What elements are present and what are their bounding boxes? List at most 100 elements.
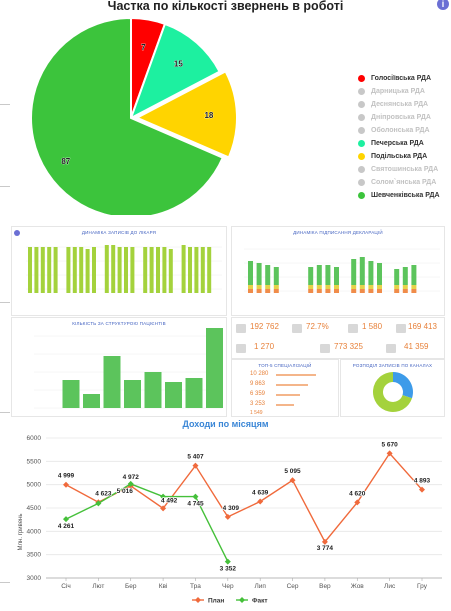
- legend-item[interactable]: Голосіївська РДА: [358, 72, 440, 85]
- mini-bar: [79, 247, 84, 293]
- mini-bar: [308, 289, 314, 293]
- mini-bar: [165, 382, 182, 408]
- pie-legend: Голосіївська РДА Дарницька РДА Деснянська …: [358, 72, 440, 202]
- pie-slice-label: 87: [61, 157, 70, 166]
- line-chart: 3000 3500 4000 4500 5000 5500 6000 Січ Лют Бер Кв…: [18, 435, 442, 605]
- panel-title: ТОП-5 СПЕЦІАЛІЗАЦІЙ: [258, 363, 312, 368]
- legend-item[interactable]: Шевченківська РДА: [358, 189, 440, 202]
- legend-item[interactable]: Святошинська РДА: [358, 163, 440, 176]
- kpi-icon: [236, 324, 246, 333]
- mini-bar: [402, 289, 408, 293]
- legend-item[interactable]: Подільська РДА: [358, 150, 440, 163]
- kpi-value: 192 762: [250, 322, 279, 331]
- mini-bar: [117, 247, 122, 293]
- data-point: [160, 505, 167, 512]
- info-icon[interactable]: i: [437, 0, 449, 10]
- x-tick-label: Сер: [287, 583, 299, 590]
- mini-bar: [368, 289, 374, 293]
- mini-bar: [28, 247, 32, 293]
- data-label: 4 745: [187, 501, 204, 508]
- mini-bar: [248, 289, 253, 293]
- data-point: [160, 493, 167, 500]
- mini-bar: [200, 247, 205, 293]
- mini-bar: [248, 285, 253, 289]
- mini-bar: [377, 289, 382, 293]
- legend-label: Голосіївська РДА: [371, 75, 432, 82]
- mini-bar: [411, 265, 417, 285]
- series-line: [65, 483, 229, 562]
- mini-bar: [124, 247, 128, 293]
- info-icon[interactable]: [14, 230, 20, 236]
- legend-item[interactable]: Дніпровська РДА: [358, 111, 440, 124]
- legend-item[interactable]: Деснянська РДА: [358, 98, 440, 111]
- mini-bar: [325, 265, 331, 285]
- mini-bar: [248, 261, 253, 285]
- data-label: 5 095: [284, 468, 301, 475]
- legend-dot-icon: [358, 88, 365, 95]
- panel-title: ДИНАМІКА ЗАПИСІВ ДО ЛІКАРЯ: [81, 230, 157, 235]
- mini-bar: [62, 380, 80, 408]
- y-axis-label: Млн. гривень: [18, 514, 24, 551]
- pie-slice: [129, 22, 221, 121]
- mini-bar: [143, 247, 148, 293]
- mini-bar: [334, 285, 339, 289]
- data-point: [224, 558, 231, 565]
- data-label: 4 999: [58, 473, 75, 480]
- mini-bar: [377, 285, 382, 289]
- data-point: [63, 516, 69, 523]
- data-label: 4 261: [58, 523, 75, 530]
- top5-value: 9 863: [250, 381, 266, 387]
- data-point: [257, 498, 264, 505]
- top5-value: 6 359: [250, 391, 266, 397]
- data-label: 5 407: [187, 454, 204, 461]
- mini-bar: [53, 247, 58, 293]
- mini-bar: [162, 247, 167, 293]
- data-point: [95, 500, 102, 507]
- mini-bar: [394, 289, 400, 293]
- mini-bar: [334, 289, 339, 293]
- data-point: [321, 538, 328, 545]
- mini-bar: [394, 285, 400, 289]
- kpi-value: 1 270: [254, 342, 275, 351]
- mini-bar: [181, 245, 186, 293]
- y-tick-label: 6000: [27, 435, 42, 442]
- data-label: 3 774: [317, 545, 334, 552]
- mini-bar: [92, 247, 96, 293]
- mini-bar: [104, 245, 109, 293]
- kpi-value: 773 325: [334, 342, 363, 351]
- mini-bar: [359, 289, 365, 293]
- y-tick-label: 3000: [27, 575, 42, 582]
- legend-dot-icon: [358, 127, 365, 134]
- legend-label: Шевченківська РДА: [371, 192, 440, 199]
- x-tick-label: Бер: [125, 583, 137, 590]
- top5-value: 3 253: [250, 401, 266, 407]
- mini-bar: [368, 261, 374, 285]
- mini-bar: [194, 247, 199, 293]
- data-point: [386, 450, 393, 457]
- mini-bar: [207, 247, 212, 293]
- mini-bar: [111, 245, 116, 293]
- panel-declarations: ДИНАМІКА ПІДПИСАННЯ ДЕКЛАРАЦІЙ: [231, 226, 445, 316]
- data-label: 4 893: [414, 478, 431, 485]
- legend-item[interactable]: Дарницька РДА: [358, 85, 440, 98]
- mini-bar: [359, 257, 365, 285]
- data-label: 4 623: [95, 490, 112, 497]
- legend-item[interactable]: Оболонська РДА: [358, 124, 440, 137]
- legend-label: Подільська РДА: [371, 153, 428, 160]
- mini-bar: [411, 285, 417, 289]
- mini-bar: [265, 265, 271, 285]
- data-label: 4 620: [349, 490, 366, 497]
- x-tick-label: Лип: [254, 583, 266, 590]
- mini-donut-chart: [372, 372, 413, 412]
- legend-marker: [239, 597, 245, 603]
- legend-item[interactable]: Солом`янська РДА: [358, 176, 440, 189]
- data-point: [354, 499, 361, 506]
- line-chart-title: Доходи по місяцям: [182, 419, 269, 429]
- kpi-value: 41 359: [404, 342, 429, 351]
- legend-item[interactable]: Печерська РДА: [358, 137, 440, 150]
- legend-dot-icon: [358, 101, 365, 108]
- mini-bar: [72, 247, 77, 293]
- mini-bar: [351, 289, 357, 293]
- y-tick-label: 4500: [27, 505, 42, 512]
- panel-title: РОЗПОДІЛ ЗАПИСІВ ПО КАНАЛАХ: [352, 363, 433, 368]
